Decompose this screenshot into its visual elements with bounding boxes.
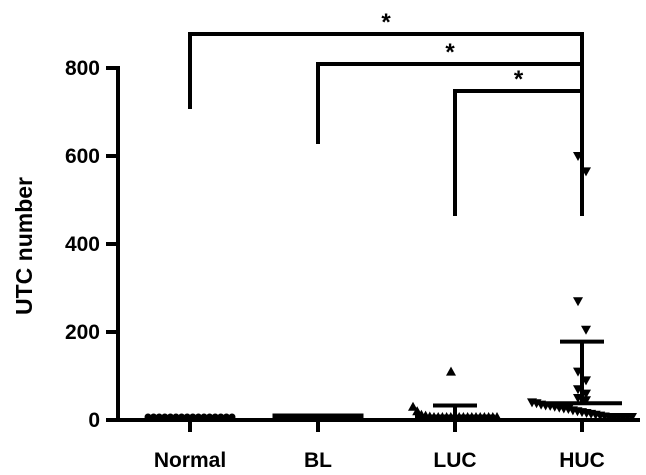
y-tick-label: 400 xyxy=(65,233,100,256)
y-tick-label: 600 xyxy=(65,145,100,168)
data-point-normal xyxy=(144,413,152,421)
x-tick-label-luc: LUC xyxy=(433,449,476,472)
data-point-bl xyxy=(272,413,280,421)
data-point-normal xyxy=(228,413,236,421)
data-point-huc xyxy=(581,325,591,335)
y-tick-label: 200 xyxy=(65,321,100,344)
x-tick-label-huc: HUC xyxy=(559,449,605,472)
data-point-bl xyxy=(311,413,319,421)
data-point-bl xyxy=(300,413,308,421)
data-point-bl xyxy=(345,413,353,421)
data-point-bl xyxy=(328,413,336,421)
data-point-luc xyxy=(446,366,456,376)
data-point-luc xyxy=(492,412,502,421)
x-tick-label-normal: Normal xyxy=(154,449,226,472)
y-tick-label: 0 xyxy=(88,409,100,432)
data-point-huc xyxy=(627,413,637,422)
sig-label: * xyxy=(381,9,391,36)
sig-bracket-bl-huc xyxy=(316,62,584,144)
data-point-bl xyxy=(294,413,302,421)
data-point-bl xyxy=(350,413,358,421)
data-point-bl xyxy=(322,413,330,421)
data-point-bl xyxy=(278,413,286,421)
data-point-bl xyxy=(289,413,297,421)
sig-bracket-luc-huc xyxy=(453,89,584,216)
sig-label: * xyxy=(514,66,524,93)
data-point-bl xyxy=(306,413,314,421)
data-point-bl xyxy=(283,413,291,421)
sig-label: * xyxy=(445,39,455,66)
y-axis-title: UTC number xyxy=(11,177,37,315)
y-tick-label: 800 xyxy=(65,57,100,80)
data-point-bl xyxy=(339,413,347,421)
data-point-huc xyxy=(573,297,583,307)
x-tick-label-bl: BL xyxy=(304,449,332,472)
data-point-bl xyxy=(356,413,364,421)
sig-bracket-normal-huc xyxy=(188,32,584,109)
data-point-luc xyxy=(408,401,418,411)
data-point-bl xyxy=(334,413,342,421)
data-point-bl xyxy=(317,413,325,421)
